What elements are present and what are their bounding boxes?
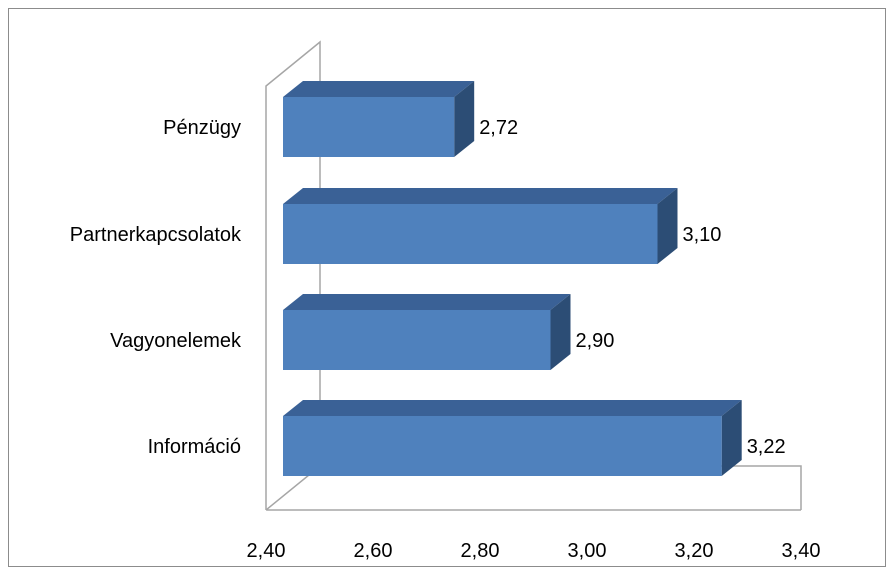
data-label: 2,90 xyxy=(576,330,615,352)
x-tick-label: 2,40 xyxy=(247,540,286,562)
bar xyxy=(283,294,571,370)
bar-top-face xyxy=(283,294,571,310)
category-labels: Pénzügy Partnerkapcsolatok Vagyonelemek Inf… xyxy=(70,117,242,458)
bar xyxy=(283,188,678,264)
data-label: 2,72 xyxy=(479,117,518,139)
bar xyxy=(283,81,475,157)
bar-front-face xyxy=(283,204,658,264)
x-tick-labels: 2,40 2,60 2,80 3,00 3,20 3,40 xyxy=(247,540,821,562)
bar-side-face xyxy=(454,81,475,157)
x-tick-label: 2,80 xyxy=(461,540,500,562)
bar-top-face xyxy=(283,81,475,97)
category-label: Pénzügy xyxy=(163,117,241,139)
category-label: Partnerkapcsolatok xyxy=(70,224,242,246)
bar-side-face xyxy=(550,294,571,370)
bars-group xyxy=(283,81,742,476)
x-tick-label: 3,20 xyxy=(675,540,714,562)
bar-front-face xyxy=(283,97,455,157)
category-label: Vagyonelemek xyxy=(110,330,242,352)
bar-side-face xyxy=(657,188,678,264)
category-label: Információ xyxy=(148,436,241,458)
bar-side-face xyxy=(721,400,742,476)
bar-top-face xyxy=(283,188,678,204)
bar-top-face xyxy=(283,400,742,416)
data-label: 3,22 xyxy=(747,436,786,458)
bar-front-face xyxy=(283,416,722,476)
x-tick-label: 3,40 xyxy=(782,540,821,562)
x-tick-label: 3,00 xyxy=(568,540,607,562)
x-tick-label: 2,60 xyxy=(354,540,393,562)
data-labels: 2,72 3,10 2,90 3,22 xyxy=(479,117,785,458)
bar-front-face xyxy=(283,310,551,370)
bar xyxy=(283,400,742,476)
data-label: 3,10 xyxy=(683,224,722,246)
